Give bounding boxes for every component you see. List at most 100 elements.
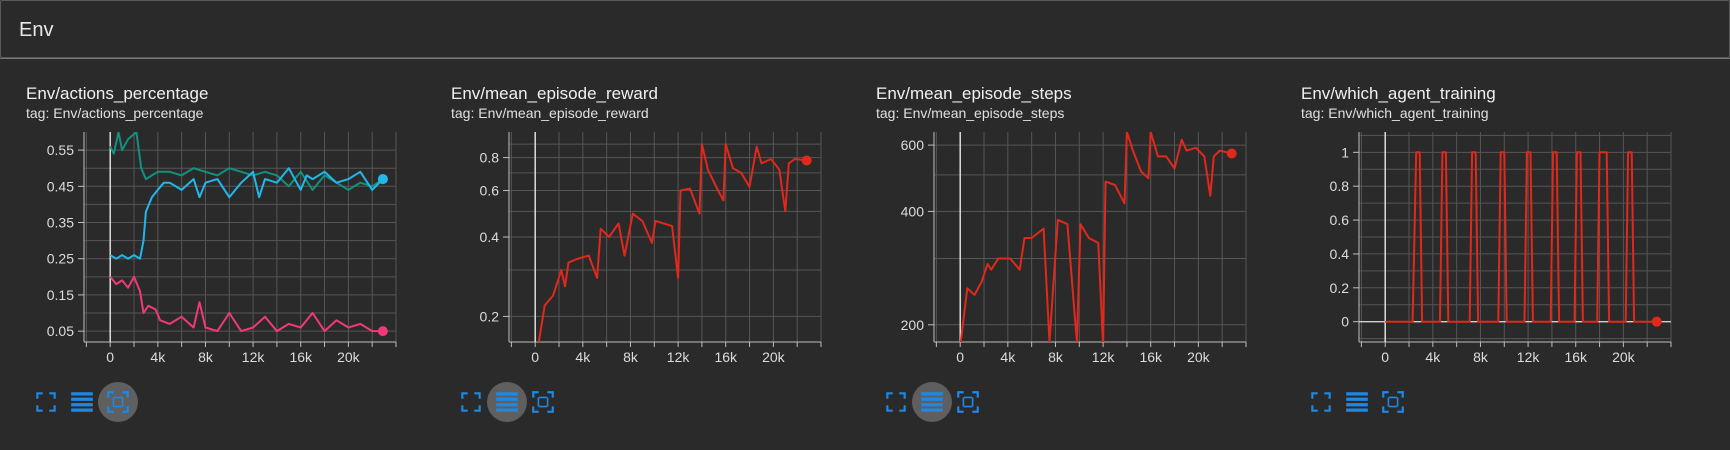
- toggle-data-button[interactable]: [487, 382, 527, 422]
- grid: [1359, 132, 1672, 342]
- fit-domain-icon: [107, 391, 129, 413]
- y-tick-label: 0.2: [1330, 280, 1350, 296]
- y-tick-label: 0.8: [1330, 178, 1350, 194]
- grid: [934, 132, 1247, 342]
- chart-card-mean-episode-reward: Env/mean_episode_reward tag: Env/mean_ep…: [425, 58, 850, 450]
- y-tick-label: 600: [901, 137, 925, 153]
- y-tick-label: 200: [901, 317, 925, 333]
- fullscreen-button[interactable]: [1301, 382, 1341, 422]
- x-tick-label: 12k: [242, 349, 266, 365]
- series-line-0: [959, 132, 1232, 342]
- card-title: Env/which_agent_training: [1301, 84, 1496, 103]
- y-tick-label: 0.35: [47, 215, 74, 231]
- fullscreen-icon: [461, 392, 481, 412]
- x-tick-label: 8k: [623, 349, 639, 365]
- fit-domain-icon: [1382, 391, 1404, 413]
- x-tick-label: 12k: [667, 349, 691, 365]
- toggle-data-icon: [921, 392, 943, 412]
- fit-domain-button[interactable]: [948, 382, 988, 422]
- x-tick-label: 12k: [1517, 349, 1541, 365]
- y-tick-label: 0.4: [1330, 246, 1350, 262]
- chart-card-mean-episode-steps: Env/mean_episode_steps tag: Env/mean_epi…: [850, 58, 1275, 450]
- x-tick-label: 8k: [198, 349, 214, 365]
- y-tick-label: 0.15: [47, 287, 74, 303]
- card-tag: tag: Env/actions_percentage: [26, 105, 204, 121]
- series-end-point-2: [377, 326, 388, 337]
- x-tick-label: 0: [1381, 349, 1389, 365]
- grid: [509, 132, 822, 342]
- series-line-1: [109, 167, 384, 260]
- card-toolbar: [451, 382, 611, 422]
- y-tick-label: 0.45: [47, 178, 74, 194]
- card-toolbar: [876, 382, 1036, 422]
- x-tick-label: 0: [956, 349, 964, 365]
- card-title: Env/mean_episode_reward: [451, 84, 658, 103]
- series-line-0: [109, 132, 384, 191]
- series-end-point-0: [1226, 148, 1237, 159]
- series-end-point-0: [801, 155, 812, 166]
- series-line-0: [537, 143, 807, 342]
- card-toolbar: [1301, 382, 1461, 422]
- card-title: Env/actions_percentage: [26, 84, 209, 103]
- y-tick-label: 0.4: [480, 229, 500, 245]
- chart-card-which-agent-training: Env/which_agent_training tag: Env/which_…: [1275, 58, 1700, 450]
- x-tick-label: 4k: [150, 349, 166, 365]
- fit-domain-icon: [532, 391, 554, 413]
- y-tick-label: 0.8: [480, 150, 500, 166]
- y-tick-label: 0.05: [47, 323, 74, 339]
- card-tag: tag: Env/mean_episode_steps: [876, 105, 1065, 121]
- fullscreen-icon: [1311, 392, 1331, 412]
- x-tick-label: 4k: [1000, 349, 1016, 365]
- y-tick-label: 400: [901, 203, 925, 219]
- x-tick-label: 20k: [1612, 349, 1636, 365]
- toggle-data-button[interactable]: [62, 382, 102, 422]
- line-chart-mean-episode-reward[interactable]: 0.2 0.4 0.6 0.8 0 4k 8k 12k 16k 20k: [425, 132, 850, 372]
- fullscreen-button[interactable]: [876, 382, 916, 422]
- x-tick-label: 4k: [1425, 349, 1441, 365]
- series-end-point-1: [377, 174, 388, 185]
- series-line-2: [109, 275, 383, 333]
- card-title: Env/mean_episode_steps: [876, 84, 1072, 103]
- x-tick-label: 0: [106, 349, 114, 365]
- fullscreen-button[interactable]: [26, 382, 66, 422]
- x-tick-label: 20k: [762, 349, 786, 365]
- fit-domain-button[interactable]: [98, 382, 138, 422]
- card-toolbar: [26, 382, 186, 422]
- chart-card-actions-percentage: Env/actions_percentage tag: Env/actions_…: [0, 58, 425, 450]
- x-tick-label: 16k: [1564, 349, 1588, 365]
- fit-domain-button[interactable]: [523, 382, 563, 422]
- x-tick-label: 16k: [289, 349, 313, 365]
- y-tick-label: 0.55: [47, 142, 74, 158]
- x-tick-label: 12k: [1092, 349, 1116, 365]
- fullscreen-icon: [886, 392, 906, 412]
- line-chart-which-agent-training[interactable]: 0 0.2 0.4 0.6 0.8 1 0 4k 8k 12k 16k 20k: [1275, 132, 1700, 372]
- line-chart-actions-percentage[interactable]: 0.05 0.15 0.25 0.35 0.45 0.55 0 4k 8k 12k 16k 20k: [0, 132, 425, 372]
- y-tick-label: 0.2: [480, 308, 500, 324]
- fit-domain-button[interactable]: [1373, 382, 1413, 422]
- line-chart-mean-episode-steps[interactable]: 200 400 600 0 4k 8k 12k 16k 20k: [850, 132, 1275, 372]
- group-title: Env: [19, 19, 54, 41]
- toggle-data-button[interactable]: [912, 382, 952, 422]
- group-header[interactable]: Env: [0, 0, 1730, 58]
- x-tick-label: 4k: [575, 349, 591, 365]
- series-line-0: [1385, 151, 1657, 323]
- y-tick-label: 0.6: [1330, 212, 1350, 228]
- toggle-data-icon: [496, 392, 518, 412]
- series-end-point-0: [1651, 316, 1662, 327]
- y-tick-label: 0.6: [480, 183, 500, 199]
- x-tick-label: 20k: [337, 349, 361, 365]
- grid: [84, 132, 397, 342]
- x-tick-label: 16k: [1139, 349, 1163, 365]
- card-tag: tag: Env/mean_episode_reward: [451, 105, 649, 121]
- fit-domain-icon: [957, 391, 979, 413]
- y-tick-label: 0: [1341, 314, 1349, 330]
- x-tick-label: 20k: [1187, 349, 1211, 365]
- toggle-data-icon: [71, 392, 93, 412]
- x-tick-label: 8k: [1473, 349, 1489, 365]
- x-tick-label: 16k: [714, 349, 738, 365]
- x-tick-label: 0: [531, 349, 539, 365]
- toggle-data-button[interactable]: [1337, 382, 1377, 422]
- toggle-data-icon: [1346, 392, 1368, 412]
- card-tag: tag: Env/which_agent_training: [1301, 105, 1489, 121]
- fullscreen-button[interactable]: [451, 382, 491, 422]
